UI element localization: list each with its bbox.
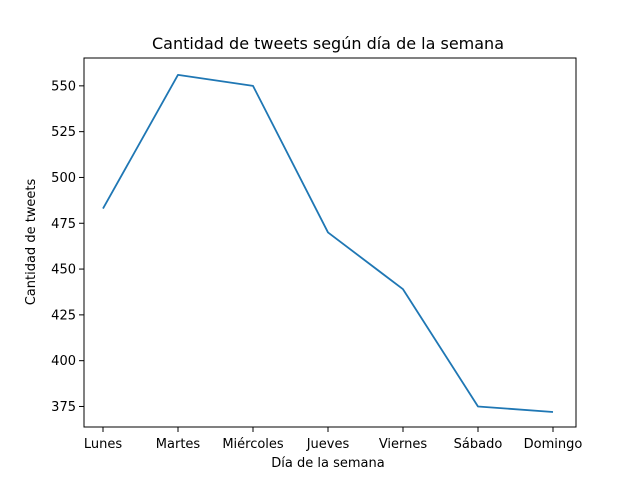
chart-title: Cantidad de tweets según día de la seman…: [152, 34, 504, 53]
y-axis: 375 400 425 450 475 500 525 550: [51, 79, 84, 415]
series-line: [102, 73, 554, 413]
x-tick-label: Lunes: [84, 437, 122, 452]
x-tick-label: Martes: [156, 437, 201, 452]
y-tick-label: 475: [51, 217, 76, 232]
x-tick-label: Viernes: [379, 437, 428, 452]
y-axis-label: Cantidad de tweets: [24, 178, 39, 305]
x-tick-label: Sábado: [454, 437, 503, 452]
y-tick-label: 500: [51, 171, 76, 186]
y-tick-label: 525: [51, 125, 76, 140]
x-axis: Lunes Martes Miércoles Jueves Viernes Sábado D…: [84, 427, 583, 452]
y-tick-label: 550: [51, 79, 76, 94]
y-tick-label: 375: [51, 400, 76, 415]
plot-area-frame: [83, 57, 577, 428]
x-tick-label: Jueves: [306, 437, 350, 452]
series-points: [102, 74, 554, 412]
y-tick-label: 425: [51, 308, 76, 323]
x-tick-label: Domingo: [524, 437, 583, 452]
y-tick-label: 450: [51, 263, 76, 278]
x-tick-label: Miércoles: [222, 437, 284, 452]
x-axis-label: Día de la semana: [271, 456, 384, 471]
y-tick-label: 400: [51, 354, 76, 369]
